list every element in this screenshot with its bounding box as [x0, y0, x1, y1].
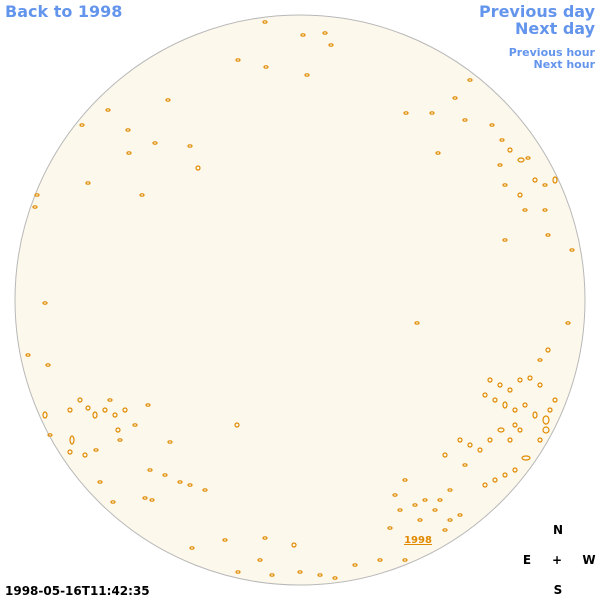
year-link[interactable]: 1998 — [404, 535, 432, 546]
compass-north: N — [553, 523, 563, 537]
compass-west: W — [582, 553, 595, 567]
magnetic-contours — [25, 20, 575, 580]
compass-east: E — [523, 553, 531, 567]
previous-hour-link[interactable]: Previous hour — [509, 46, 596, 59]
next-day-link[interactable]: Next day — [515, 19, 596, 38]
back-link[interactable]: Back to 1998 — [5, 2, 122, 21]
next-hour-link[interactable]: Next hour — [534, 58, 596, 71]
compass-south: S — [554, 583, 563, 597]
previous-day-link[interactable]: Previous day — [479, 2, 596, 21]
solar-disk — [14, 14, 586, 586]
compass-center: + — [552, 553, 562, 567]
timestamp: 1998-05-16T11:42:35 — [5, 584, 150, 598]
